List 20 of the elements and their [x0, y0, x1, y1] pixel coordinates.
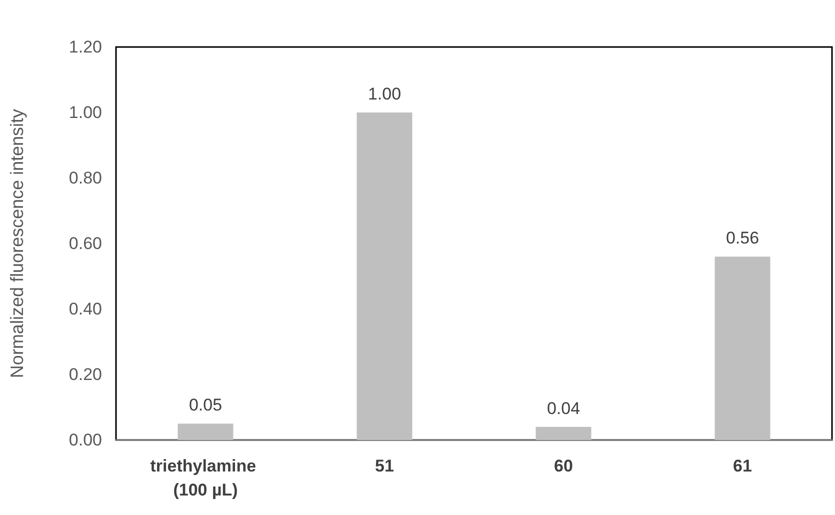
y-tick-label: 1.20 [68, 38, 102, 56]
data-label: 0.56 [726, 228, 760, 248]
y-tick-label: 0.80 [68, 168, 102, 188]
bar [356, 112, 412, 440]
data-label: 0.05 [188, 396, 222, 415]
x-tick-label: 51 [375, 456, 394, 476]
bar [178, 424, 234, 440]
y-tick-label: 0.00 [68, 430, 102, 450]
y-tick-label: 1.00 [68, 103, 102, 122]
y-axis-title: Normalized fluorescence intensity [7, 108, 27, 378]
bar [536, 426, 592, 440]
y-tick-label: 0.60 [68, 234, 102, 253]
data-label: 1.00 [368, 84, 402, 104]
y-tick-label: 0.20 [68, 365, 102, 384]
data-label: 0.04 [546, 398, 580, 418]
x-tick-label: 60 [554, 456, 573, 476]
bar [714, 256, 770, 440]
x-tick-label: triethylamine (100 µL) [150, 456, 261, 500]
x-tick-label: 61 [733, 456, 752, 476]
y-tick-label: 0.40 [68, 300, 102, 318]
